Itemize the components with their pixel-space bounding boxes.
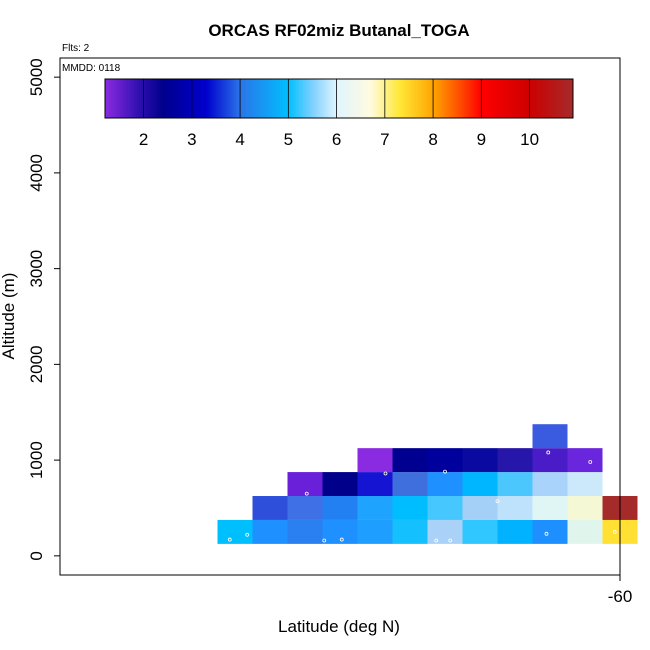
- y-tick-label: 4000: [27, 154, 46, 192]
- sample-point: [339, 537, 344, 542]
- heatmap-cell: [497, 496, 533, 520]
- sample-point: [443, 469, 447, 474]
- heatmap-cell: [567, 472, 603, 497]
- x-axis: -60: [608, 575, 633, 606]
- sample-point: [434, 538, 439, 543]
- heatmap-cell: [532, 472, 568, 497]
- sample-point: [383, 471, 388, 476]
- plot-frame: [59, 57, 621, 576]
- heatmap-cell: [252, 519, 288, 544]
- colorbar-tick-label: 9: [477, 130, 486, 149]
- sample-point: [245, 532, 250, 537]
- colorbar-bar: [104, 78, 574, 119]
- y-axis-label: Altitude (m): [0, 273, 18, 360]
- x-axis-label: Latitude (deg N): [278, 617, 400, 636]
- sample-point: [546, 450, 551, 455]
- colorbar-tick-label: 5: [284, 130, 293, 149]
- colorbar-tick-label: 2: [139, 130, 148, 149]
- heatmap-cell: [567, 448, 603, 473]
- sample-point: [495, 499, 500, 504]
- heatmap-cell: [462, 448, 498, 473]
- heatmap-cell: [427, 472, 463, 497]
- sample-points: [227, 450, 617, 543]
- heatmap-cells: [217, 424, 638, 544]
- colorbar-tick-label: 10: [520, 130, 539, 149]
- heatmap-cell: [287, 496, 323, 520]
- colorbar-tick-label: 7: [380, 130, 389, 149]
- chart-title: ORCAS RF02miz Butanal_TOGA: [208, 21, 469, 40]
- sample-point: [588, 460, 593, 464]
- heatmap-cell: [287, 472, 323, 497]
- heatmap-cell: [462, 519, 498, 544]
- heatmap-cell: [532, 424, 568, 449]
- heatmap-cell: [217, 519, 253, 544]
- heatmap-cell: [427, 519, 463, 544]
- colorbar-tick-label: 6: [332, 130, 341, 149]
- sample-point: [544, 531, 549, 536]
- colorbar-tick-label: 4: [235, 130, 244, 149]
- heatmap-cell: [322, 519, 358, 544]
- heatmap-cell: [532, 496, 568, 520]
- heatmap-cell: [322, 472, 358, 497]
- sample-point: [612, 530, 617, 534]
- y-axis: 0 1000 2000 3000 4000 5000: [27, 58, 60, 561]
- colorbar-tick-label: 3: [187, 130, 196, 149]
- y-tick-label: 0: [27, 551, 46, 560]
- heatmap-cell: [322, 496, 358, 520]
- heatmap-cell: [532, 448, 568, 473]
- y-tick-label: 2000: [27, 345, 46, 383]
- y-tick-label: 1000: [27, 441, 46, 479]
- heatmap-cell: [567, 496, 603, 520]
- heatmap-cell: [357, 496, 393, 520]
- heatmap-cell: [497, 448, 533, 473]
- sample-point: [448, 538, 453, 543]
- heatmap-cell: [427, 496, 463, 520]
- heatmap-cell: [357, 519, 393, 544]
- y-tick-label: 3000: [27, 250, 46, 288]
- flights-annotation: Flts: 2: [62, 43, 90, 54]
- heatmap-cell: [427, 448, 463, 473]
- heatmap-cell: [357, 448, 393, 473]
- heatmap-cell: [462, 496, 498, 520]
- colorbar: 2 3 4 5 6 7 8 9 10: [104, 78, 574, 149]
- heatmap-cell: [392, 496, 428, 520]
- heatmap-cell: [497, 472, 533, 497]
- colorbar-tick-label: 8: [428, 130, 437, 149]
- sample-point: [322, 538, 327, 543]
- y-tick-label: 5000: [27, 58, 46, 96]
- heatmap-cell: [252, 496, 288, 520]
- heatmap-cell: [567, 519, 603, 544]
- heatmap-cell: [357, 472, 393, 497]
- x-tick-label: -60: [608, 587, 633, 606]
- heatmap-cell: [532, 519, 568, 544]
- sample-point: [304, 491, 309, 496]
- heatmap-cell: [392, 448, 428, 473]
- sample-point: [227, 537, 232, 542]
- heatmap-cell: [392, 472, 428, 497]
- date-annotation: MMDD: 0118: [62, 63, 121, 74]
- heatmap-cell: [392, 519, 428, 544]
- heatmap-cell: [497, 519, 533, 544]
- heatmap-cell: [462, 472, 498, 497]
- heatmap-cell: [287, 519, 323, 544]
